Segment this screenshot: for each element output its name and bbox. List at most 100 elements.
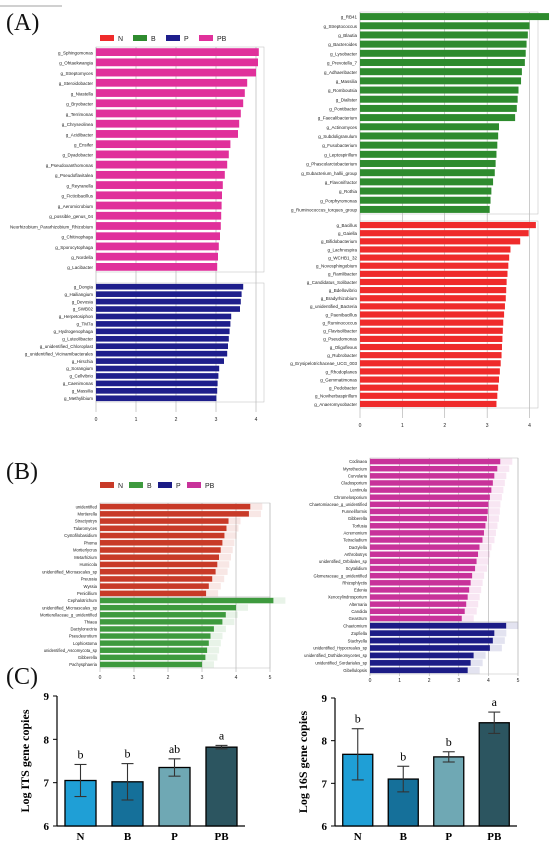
bar	[96, 328, 230, 335]
tick-label: 5	[517, 678, 520, 684]
bar	[370, 515, 487, 522]
taxon-label: g_Lysobacter	[330, 51, 357, 56]
taxon-label: Chromelosporium	[334, 495, 368, 500]
taxon-label: g_Novosphingobium	[316, 264, 357, 269]
bar	[96, 58, 258, 67]
taxon-label: g_Methylibium	[64, 396, 93, 401]
bar	[100, 633, 211, 639]
taxon-label: Geastrum	[349, 616, 368, 621]
taxon-label: Dactylonectria	[70, 627, 97, 632]
taxon-label: g_possible_genus_04	[49, 214, 93, 219]
bar	[360, 150, 497, 158]
bar	[96, 350, 228, 357]
bar	[360, 303, 505, 310]
taxon-label: g_Streptococcus	[323, 24, 357, 29]
bar	[360, 400, 497, 408]
taxon-label: Torfusia	[352, 523, 367, 528]
bar	[360, 368, 500, 375]
bar	[96, 373, 219, 379]
bar	[433, 756, 465, 827]
taxon-label: g_Bradyrhizobium	[321, 296, 358, 301]
taxon-label: g_Cellvibrio	[69, 374, 93, 379]
taxon-label: Neorhizobium_Pararhizobium_Rhizobium	[10, 224, 93, 229]
bar	[96, 160, 228, 169]
bar	[96, 78, 248, 87]
bar	[370, 465, 498, 472]
significance-letter: b	[400, 749, 406, 763]
bar	[96, 343, 228, 350]
taxon-label: unidentified_Hypocreales_sp	[313, 646, 367, 651]
bar	[100, 511, 249, 517]
legend-b-label-p: P	[176, 483, 181, 490]
bar	[100, 518, 229, 524]
taxon-label: g_Lacibacter	[67, 265, 93, 270]
taxon-label: g_Bdellovibrio	[329, 288, 358, 293]
taxon-label: g_Hydrogenophaga	[53, 329, 93, 334]
tick-label: 3	[457, 678, 460, 684]
significance-letter: a	[219, 728, 225, 742]
taxon-label: Rhizophlyctis	[342, 580, 367, 585]
bar	[370, 473, 495, 479]
bar	[96, 306, 240, 312]
bar	[96, 388, 218, 394]
tick-label: 1	[135, 417, 138, 423]
taxon-label: Gibberella	[348, 516, 368, 521]
significance-letter: b	[355, 712, 361, 726]
bar	[370, 544, 480, 550]
bar	[360, 352, 502, 359]
taxon-label: Wyssia	[84, 584, 98, 589]
bar	[100, 583, 209, 589]
taxon-label: Penicillium	[77, 591, 98, 596]
bar	[360, 376, 500, 383]
taxon-label: g_Rhodoplanes	[325, 369, 357, 374]
tick-label: 2	[167, 675, 170, 681]
bar	[370, 645, 490, 651]
taxon-label: g_Massilia	[336, 79, 358, 84]
taxon-label: g_Bifidobacterium	[321, 239, 357, 244]
bar	[360, 295, 506, 302]
panel-label-a: (A)	[6, 10, 39, 36]
bar	[370, 494, 490, 500]
bar	[96, 321, 231, 327]
significance-letter: b	[446, 735, 452, 749]
taxon-label: g_unidentified_Vicinamibacterales	[25, 351, 94, 356]
bar	[360, 246, 511, 253]
bar	[360, 384, 499, 391]
legend-b-swatch-n	[100, 482, 114, 488]
bar	[370, 487, 492, 493]
taxon-label: g_Sporocytophaga	[55, 245, 93, 250]
taxon-label: Humicola	[80, 562, 98, 567]
taxon-label: g_Gemmatimonas	[320, 377, 358, 382]
group-frame	[95, 282, 265, 403]
bar	[360, 343, 502, 351]
legend-swatch-n	[100, 35, 114, 41]
x-tick-label: PB	[487, 831, 502, 843]
taxon-label: g_Chryseolinea	[62, 122, 94, 127]
bar	[96, 130, 238, 138]
taxon-label: Xenocylindrosporium	[328, 595, 368, 600]
tick-label: 3	[201, 675, 204, 681]
bar	[360, 230, 529, 237]
bar	[370, 508, 488, 515]
y-tick-label: 9	[322, 693, 328, 705]
taxon-label: g_Bacillus	[336, 223, 357, 228]
taxon-label: Preussia	[81, 577, 98, 582]
bar	[96, 291, 242, 297]
bar	[370, 660, 471, 666]
taxon-label: g_Adhaeribacter	[324, 70, 358, 75]
bar	[96, 222, 221, 230]
bar	[100, 597, 274, 604]
tick-label: 2	[428, 678, 431, 684]
taxon-label: g_Rothia	[339, 189, 358, 194]
taxon-label: g_TM7a	[76, 322, 93, 327]
bar	[370, 480, 493, 486]
taxon-label: Lophiostoma	[73, 641, 98, 646]
legend-label-pb: PB	[217, 36, 227, 43]
bar	[360, 59, 525, 66]
taxon-label: g_Anaeromyxobacter	[314, 402, 357, 407]
taxon-label: g_Ramlibacter	[328, 272, 358, 277]
taxon-label: Tetracladium	[343, 538, 367, 543]
bar	[360, 22, 530, 30]
bar	[360, 187, 492, 195]
bar	[370, 530, 484, 536]
